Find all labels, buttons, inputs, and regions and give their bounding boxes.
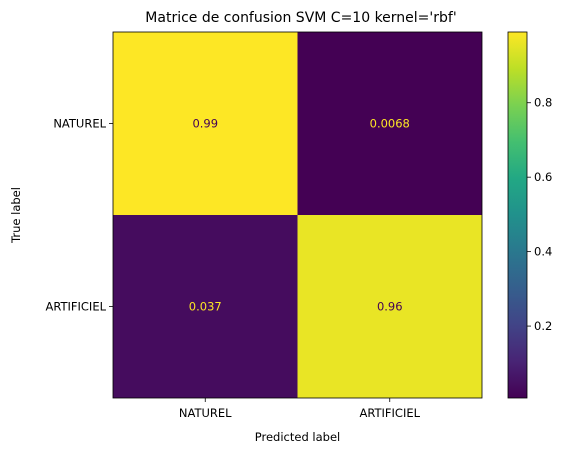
y-axis-label: True label (9, 187, 23, 244)
heatmap-cells (113, 32, 482, 398)
y-tick-label-naturel: NATUREL (53, 117, 106, 131)
cell-value-artificiel-naturel: 0.037 (189, 300, 222, 314)
x-axis: NATUREL ARTIFICIEL Predicted label (179, 398, 421, 444)
colorbar: 0.2 0.4 0.6 0.8 (507, 31, 552, 399)
x-axis-label: Predicted label (255, 430, 340, 444)
y-tick-label-artificiel: ARTIFICIEL (45, 300, 106, 314)
cell-naturel-artificiel (297, 32, 482, 215)
cell-value-naturel-naturel: 0.99 (192, 117, 218, 131)
colorbar-tick-label: 0.6 (534, 170, 552, 184)
cell-artificiel-artificiel (297, 215, 482, 398)
x-tick-label-naturel: NATUREL (179, 406, 232, 420)
cell-value-naturel-artificiel: 0.0068 (370, 117, 410, 131)
cell-value-labels: 0.99 0.0068 0.037 0.96 (189, 117, 410, 314)
cell-naturel-naturel (113, 32, 298, 215)
colorbar-tick-label: 0.8 (534, 96, 552, 110)
plot-frame (112, 31, 483, 399)
chart-title: Matrice de confusion SVM C=10 kernel='rb… (145, 10, 456, 26)
colorbar-tick-label: 0.4 (534, 245, 552, 259)
y-axis: NATUREL ARTIFICIEL True label (9, 117, 113, 314)
x-tick-label-artificiel: ARTIFICIEL (359, 406, 420, 420)
colorbar-tick-label: 0.2 (534, 319, 552, 333)
cell-artificiel-naturel (113, 215, 298, 398)
colorbar-gradient (507, 31, 528, 399)
cell-value-artificiel-artificiel: 0.96 (377, 300, 403, 314)
